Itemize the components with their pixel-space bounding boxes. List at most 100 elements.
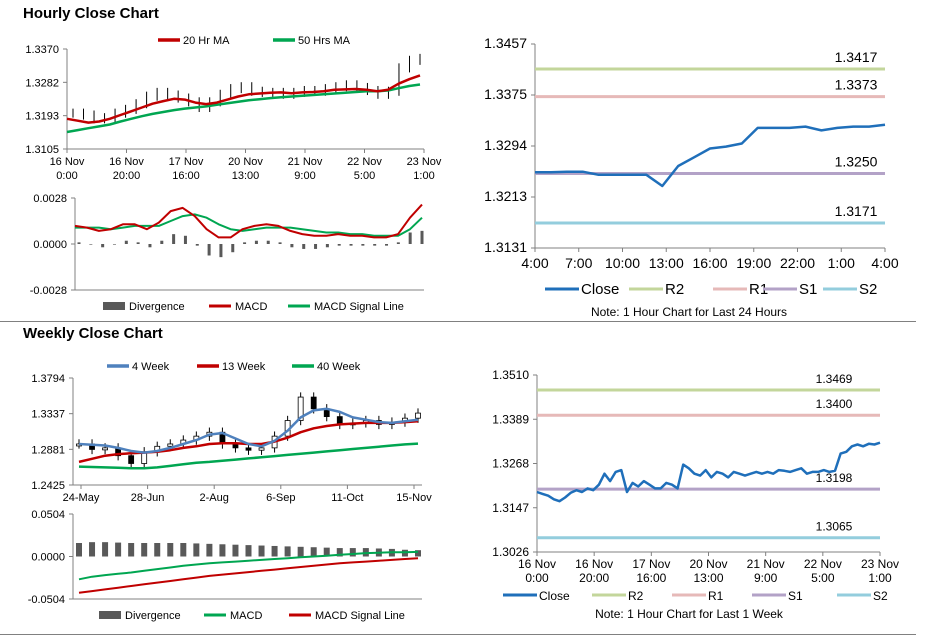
- weekly-1w-x-tick-label: 22 Nov: [804, 557, 842, 571]
- weekly-macd-divergence-bar: [310, 547, 317, 557]
- hourly-macd-y-tick-label: -0.0028: [30, 285, 67, 297]
- hourly-macd-divergence-bar: [254, 240, 258, 244]
- weekly-macd-legend-swatch: [99, 611, 121, 619]
- weekly-1w-note: Note: 1 Hour Chart for Last 1 Week: [595, 607, 784, 621]
- hourly-24h-x-tick-label: 10:00: [605, 255, 640, 271]
- hourly-24h-x-tick-label: 4:00: [871, 255, 898, 271]
- weekly-macd-y-tick-label: 0.0504: [31, 509, 65, 521]
- hourly-macd-divergence-bar: [136, 242, 140, 244]
- hourly-24h-x-tick-label: 22:00: [780, 255, 815, 271]
- weekly-macd-y-tick-label: 0.0000: [31, 552, 65, 564]
- hourly-macd-divergence-bar: [385, 244, 389, 246]
- weekly-price-w40-line: [78, 442, 419, 470]
- weekly-1w-x-tick-label: 16 Nov: [575, 557, 613, 571]
- weekly-1w-x-tick-label: 16:00: [636, 571, 666, 585]
- hourly-macd-divergence-bar: [337, 244, 341, 246]
- weekly-macd-divergence-bar: [206, 543, 213, 557]
- hourly-24h-close-line: [535, 123, 886, 188]
- weekly-1w-y-tick-label: 1.3026: [492, 545, 529, 559]
- weekly-1w-legend-label: Close: [539, 589, 570, 603]
- weekly-price-legend-label: 40 Week: [317, 361, 361, 373]
- hourly-macd-divergence-bar: [207, 244, 211, 256]
- hourly-24h-s1-level-label: 1.3250: [835, 154, 878, 170]
- hourly-macd-divergence-bar: [112, 244, 116, 245]
- hourly-24h-x-tick-label: 16:00: [692, 255, 727, 271]
- hourly-price-x-tick-label: 1:00: [413, 170, 434, 182]
- weekly-1w-x-tick-label: 0:00: [525, 571, 549, 585]
- weekly-macd-legend-label: MACD: [230, 610, 262, 622]
- hourly-price-x-tick-label: 20 Nov: [228, 156, 263, 168]
- hourly-24h-legend-label: S1: [799, 281, 817, 298]
- weekly-1w-x-tick-label: 23 Nov: [861, 557, 899, 571]
- hourly-macd-divergence-bar: [278, 242, 282, 244]
- hourly-24h-note: Note: 1 Hour Chart for Last 24 Hours: [591, 305, 787, 319]
- weekly-macd-divergence-bar: [297, 546, 304, 557]
- hourly-macd-y-tick-label: 0.0028: [33, 193, 67, 205]
- hourly-price-y-tick-label: 1.3282: [25, 77, 59, 89]
- weekly-1w-r1-level-label: 1.3400: [816, 397, 853, 411]
- hourly-macd-legend-label: Divergence: [129, 301, 185, 313]
- weekly-macd-divergence-bar: [232, 544, 239, 557]
- hourly-price-x-tick-label: 23 Nov: [407, 156, 442, 168]
- weekly-macd-divergence-bar: [193, 543, 200, 557]
- weekly-macd-divergence-bar: [128, 543, 135, 557]
- hourly-24h-y-tick-label: 1.3213: [484, 188, 527, 204]
- weekly-price-candle-body: [415, 412, 421, 419]
- hourly-24h-x-tick-label: 1:00: [828, 255, 855, 271]
- hourly-24h-r1-level-label: 1.3373: [835, 77, 878, 93]
- hourly-price-x-tick-label: 5:00: [354, 170, 375, 182]
- weekly-price-w4-line: [78, 407, 419, 454]
- weekly-price-candle-body: [258, 447, 265, 451]
- hourly-price-x-tick-label: 0:00: [56, 170, 77, 182]
- hourly-macd-divergence-bar: [361, 244, 365, 246]
- hourly-macd-divergence-bar: [266, 240, 270, 244]
- weekly-macd-divergence-bar: [102, 542, 109, 557]
- weekly-macd-divergence-bar: [271, 545, 278, 557]
- hourly-macd-divergence-bar: [195, 244, 199, 246]
- weekly-section-title: Weekly Close Chart: [23, 325, 163, 342]
- weekly-macd-divergence-bar: [76, 543, 82, 557]
- weekly-1w-x-tick-label: 16 Nov: [518, 557, 556, 571]
- hourly-macd-divergence-bar: [77, 242, 81, 244]
- hourly-24h-legend-label: S2: [859, 281, 877, 298]
- weekly-price-x-tick-label: 15-Nov: [396, 492, 432, 504]
- weekly-price-candle-body: [297, 396, 304, 421]
- hourly-24h-x-tick-label: 13:00: [649, 255, 684, 271]
- hourly-macd-divergence-bar: [349, 244, 353, 246]
- weekly-1w-x-tick-label: 5:00: [811, 571, 835, 585]
- weekly-1w-x-tick-label: 21 Nov: [747, 557, 785, 571]
- weekly-macd-divergence-bar: [415, 550, 421, 557]
- weekly-1w-legend-label: S2: [873, 589, 888, 603]
- hourly-macd-divergence-bar: [160, 240, 164, 244]
- weekly-1w-x-tick-label: 17 Nov: [632, 557, 670, 571]
- hourly-macd-divergence-bar: [373, 244, 377, 246]
- weekly-macd-divergence-bar: [141, 543, 148, 557]
- hourly-macd-divergence-bar: [314, 244, 318, 249]
- weekly-price-y-tick-label: 1.3794: [31, 373, 65, 385]
- hourly-24h-legend-label: R2: [665, 281, 684, 298]
- hourly-price-y-tick-label: 1.3370: [25, 44, 59, 56]
- hourly-price-x-tick-label: 16 Nov: [109, 156, 144, 168]
- hourly-price-x-tick-label: 9:00: [294, 170, 315, 182]
- weekly-1w-y-tick-label: 1.3510: [492, 368, 529, 382]
- hourly-section-title: Hourly Close Chart: [23, 5, 159, 22]
- weekly-macd-macd-line: [78, 550, 419, 581]
- hourly-macd-divergence-bar: [124, 240, 128, 244]
- hourly-macd-divergence-bar: [420, 230, 424, 244]
- hourly-price-ma50-line: [66, 83, 421, 134]
- weekly-price-candle-body: [245, 447, 252, 451]
- hourly-24h-legend-label: R1: [749, 281, 768, 298]
- weekly-1w-y-tick-label: 1.3147: [492, 501, 529, 515]
- weekly-price-x-tick-label: 6-Sep: [266, 492, 295, 504]
- weekly-1w-x-tick-label: 20:00: [579, 571, 609, 585]
- weekly-1w-x-tick-label: 1:00: [868, 571, 892, 585]
- weekly-price-candle-body: [310, 396, 317, 410]
- weekly-1w-y-tick-label: 1.3268: [492, 457, 529, 471]
- weekly-price-y-tick-label: 1.2425: [31, 480, 65, 492]
- hourly-macd-legend-label: MACD Signal Line: [314, 301, 404, 313]
- hourly-price-y-tick-label: 1.3193: [25, 111, 59, 123]
- hourly-price-ma20-line: [66, 74, 421, 124]
- hourly-macd-divergence-bar: [172, 234, 176, 244]
- weekly-1w-y-tick-label: 1.3389: [492, 412, 529, 426]
